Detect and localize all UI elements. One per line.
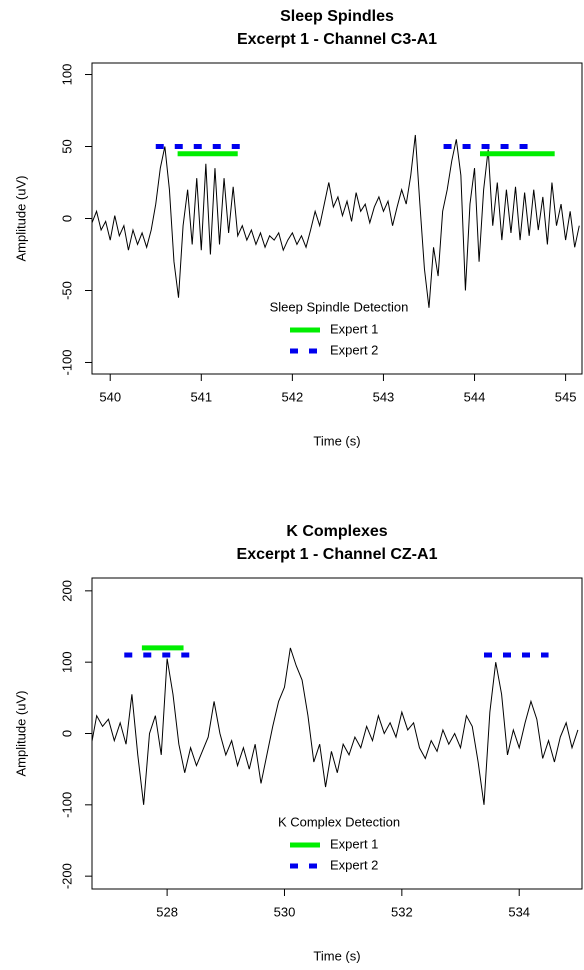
legend-label: Expert 1 bbox=[330, 836, 378, 851]
y-tick-label: 100 bbox=[59, 64, 74, 86]
y-tick-label: -100 bbox=[59, 349, 74, 375]
legend-label: Expert 2 bbox=[330, 857, 378, 872]
x-axis-title: Time (s) bbox=[313, 948, 360, 963]
y-tick-label: 0 bbox=[59, 730, 74, 737]
chart-title: Sleep Spindles bbox=[280, 8, 394, 25]
x-tick-label: 543 bbox=[373, 389, 395, 404]
legend-label: Expert 1 bbox=[330, 321, 378, 336]
x-tick-label: 540 bbox=[99, 389, 121, 404]
y-axis-title: Amplitude (uV) bbox=[13, 176, 28, 262]
x-tick-label: 545 bbox=[555, 389, 577, 404]
x-tick-label: 544 bbox=[464, 389, 486, 404]
x-tick-label: 541 bbox=[190, 389, 212, 404]
legend-title: Sleep Spindle Detection bbox=[270, 299, 409, 314]
chart-subtitle: Excerpt 1 - Channel CZ-A1 bbox=[237, 546, 438, 563]
x-tick-label: 542 bbox=[282, 389, 304, 404]
x-axis-title: Time (s) bbox=[313, 433, 360, 448]
legend-title: K Complex Detection bbox=[278, 814, 400, 829]
chart-title: K Complexes bbox=[286, 523, 387, 540]
signal-line bbox=[92, 647, 579, 805]
x-tick-label: 528 bbox=[156, 904, 178, 919]
y-tick-label: -200 bbox=[59, 863, 74, 889]
y-tick-label: 100 bbox=[59, 651, 74, 673]
y-tick-label: 200 bbox=[59, 580, 74, 602]
x-tick-label: 530 bbox=[274, 904, 296, 919]
plot-area bbox=[92, 645, 579, 805]
y-tick-label: -50 bbox=[59, 281, 74, 300]
y-tick-label: 50 bbox=[59, 139, 74, 153]
legend-label: Expert 2 bbox=[330, 342, 378, 357]
y-tick-label: 0 bbox=[59, 215, 74, 222]
plot-area bbox=[92, 134, 580, 308]
y-tick-label: -100 bbox=[59, 792, 74, 818]
chart-subtitle: Excerpt 1 - Channel C3-A1 bbox=[237, 31, 437, 48]
x-tick-label: 532 bbox=[391, 904, 413, 919]
signal-line bbox=[92, 134, 580, 308]
x-tick-label: 534 bbox=[508, 904, 530, 919]
y-axis-title: Amplitude (uV) bbox=[13, 691, 28, 777]
